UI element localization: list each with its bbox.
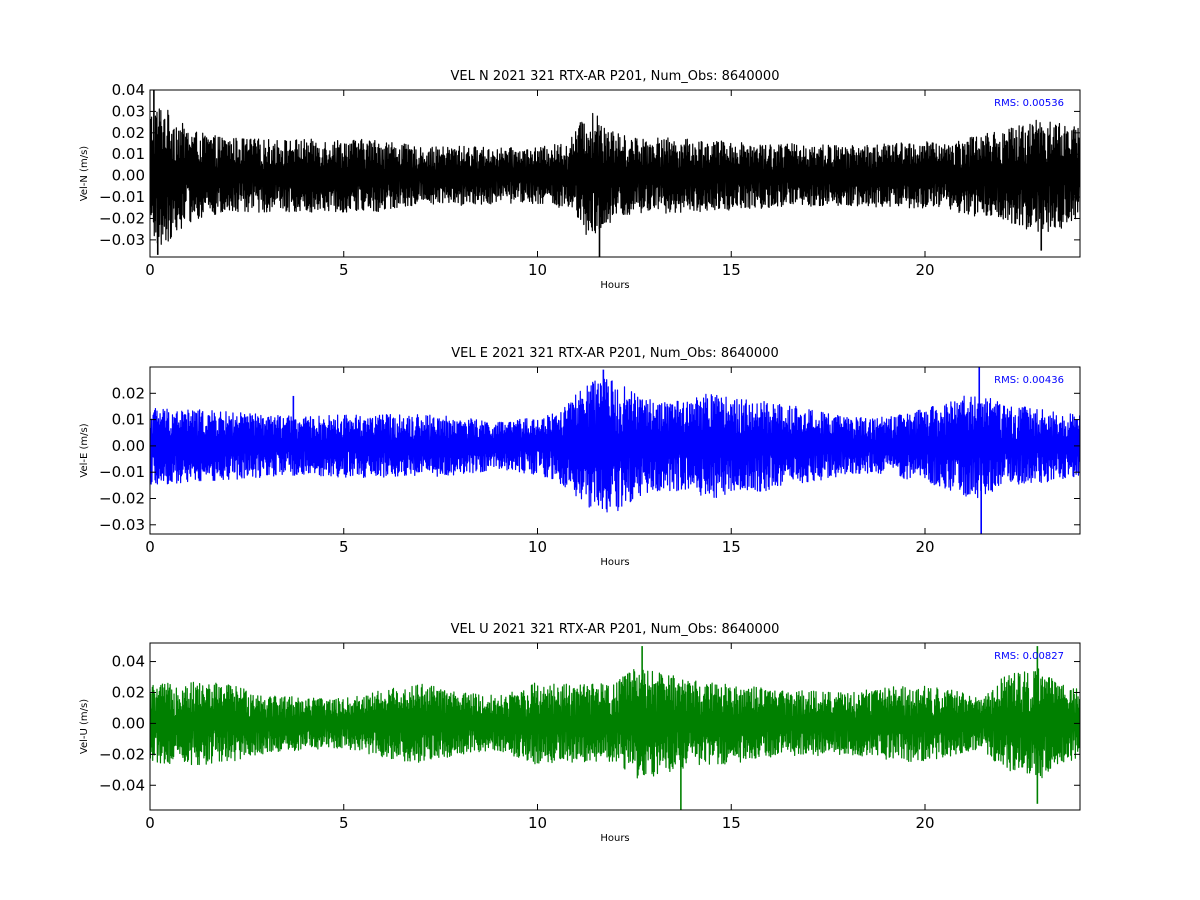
x-tick-label: 10 xyxy=(528,261,547,279)
x-tick-label: 15 xyxy=(722,814,741,832)
y-tick-label: −0.03 xyxy=(99,231,145,249)
chart-title: VEL N 2021 321 RTX-AR P201, Num_Obs: 864… xyxy=(451,69,780,84)
x-tick-label: 0 xyxy=(145,538,155,556)
y-tick-label: −0.01 xyxy=(99,463,145,481)
y-tick-label: −0.02 xyxy=(99,489,145,507)
y-tick-label: 0.04 xyxy=(112,653,145,671)
axes-frame xyxy=(149,89,1081,258)
y-tick-label: 0.03 xyxy=(112,102,145,120)
y-tick-label: 0.00 xyxy=(112,437,145,455)
y-tick-label: 0.00 xyxy=(112,714,145,732)
x-tick-label: 0 xyxy=(145,261,155,279)
x-tick-label: 0 xyxy=(145,814,155,832)
y-axis-label: Vel-U (m/s) xyxy=(79,699,90,754)
x-tick-label: 15 xyxy=(722,261,741,279)
series-line xyxy=(150,378,1080,513)
series-line xyxy=(150,108,1080,245)
y-tick-label: 0.02 xyxy=(112,683,145,701)
y-tick-label: −0.01 xyxy=(99,188,145,206)
chart-title: VEL E 2021 321 RTX-AR P201, Num_Obs: 864… xyxy=(451,346,778,361)
x-tick-label: 15 xyxy=(722,538,741,556)
x-tick-label: 10 xyxy=(528,538,547,556)
x-axis-label: Hours xyxy=(600,280,629,291)
y-tick-label: −0.02 xyxy=(99,209,145,227)
y-tick-label: −0.02 xyxy=(99,745,145,763)
y-tick-label: 0.00 xyxy=(112,167,145,185)
rms-annotation: RMS: 0.00436 xyxy=(994,375,1064,386)
y-tick-label: 0.01 xyxy=(112,145,145,163)
axes-frame xyxy=(149,642,1081,811)
y-axis-label: Vel-N (m/s) xyxy=(79,146,90,201)
series-line xyxy=(150,668,1080,779)
y-tick-label: 0.01 xyxy=(112,411,145,429)
y-tick-label: 0.02 xyxy=(112,384,145,402)
x-tick-label: 10 xyxy=(528,814,547,832)
rms-annotation: RMS: 0.00536 xyxy=(994,98,1064,109)
chart-title: VEL U 2021 321 RTX-AR P201, Num_Obs: 864… xyxy=(451,622,780,637)
chart-panel-1: 0 5 10 15 20 −0.03 −0.02 −0.01 0.00 0.01 0.02 0.03 0… xyxy=(79,69,1081,291)
chart-panel-2: 0 5 10 15 20 −0.03 −0.02 −0.01 0.00 0.01 0.02 VEL E… xyxy=(79,346,1081,568)
y-tick-label: 0.04 xyxy=(112,81,145,99)
x-tick-label: 5 xyxy=(339,261,349,279)
y-tick-label: −0.04 xyxy=(99,776,145,794)
x-axis-label: Hours xyxy=(600,557,629,568)
chart-panel-3: 0 5 10 15 20 −0.04 −0.02 0.00 0.02 0.04 VEL U 2021… xyxy=(79,622,1081,844)
x-tick-label: 20 xyxy=(915,261,934,279)
x-tick-label: 20 xyxy=(915,814,934,832)
x-axis-label: Hours xyxy=(600,833,629,844)
y-tick-label: 0.02 xyxy=(112,124,145,142)
x-tick-label: 20 xyxy=(915,538,934,556)
axes-frame xyxy=(149,366,1081,535)
rms-annotation: RMS: 0.00827 xyxy=(994,651,1064,662)
y-axis-label: Vel-E (m/s) xyxy=(79,423,90,477)
x-tick-label: 5 xyxy=(339,538,349,556)
x-tick-label: 5 xyxy=(339,814,349,832)
y-tick-label: −0.03 xyxy=(99,516,145,534)
